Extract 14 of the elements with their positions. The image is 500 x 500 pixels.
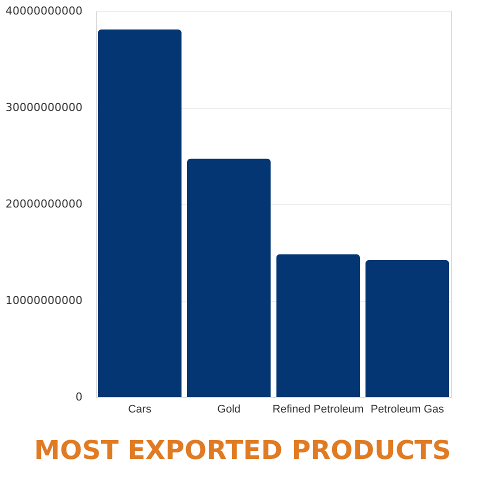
bar [186,158,271,397]
y-tick-label: 40000000000 [6,4,82,18]
bar [98,29,182,397]
bar [365,260,450,397]
bar [276,254,360,397]
x-tick-label: Gold [217,404,241,416]
x-tick-label: Petroleum Gas [370,404,444,416]
y-tick-label: 20000000000 [6,198,82,210]
text: MOST EXPORTED PRODUCTS [34,436,451,466]
y-tick-label: 0 [76,390,82,404]
y-tick-label: 10000000000 [6,294,82,307]
y-tick-label: 30000000000 [6,101,82,114]
x-tick-label: Refined Petroleum [272,404,364,416]
x-tick-label: Cars [128,404,152,416]
